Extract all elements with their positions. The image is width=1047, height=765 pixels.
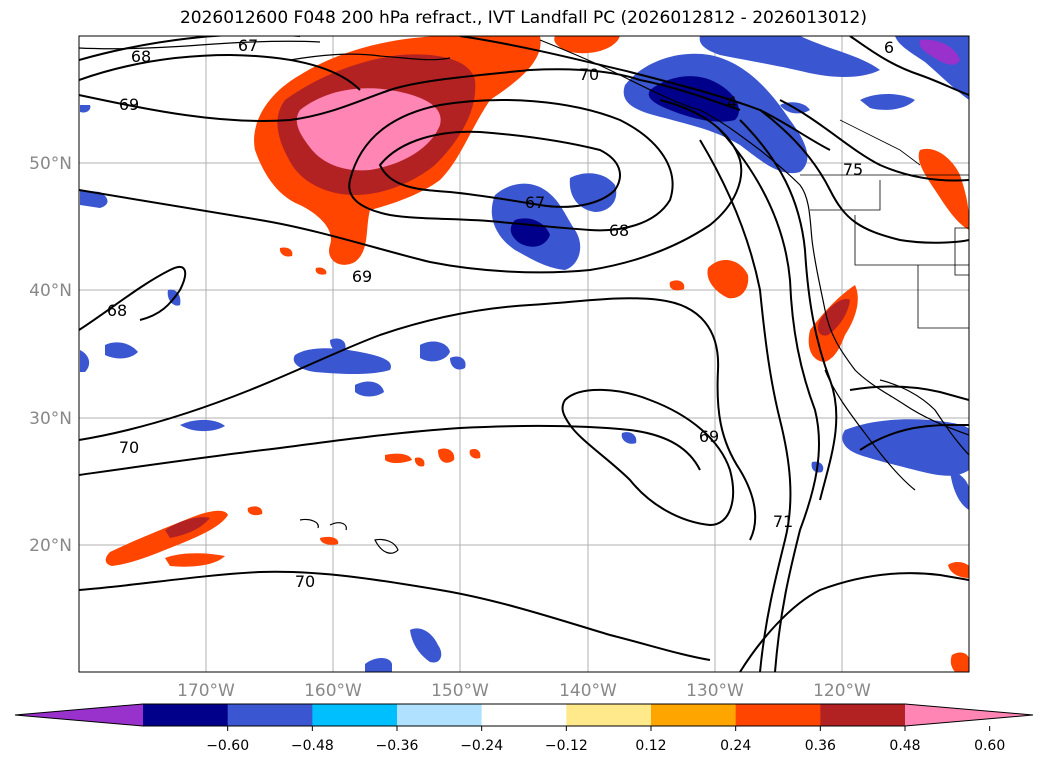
- contour-67-north: [79, 36, 300, 61]
- latitude-labels: 50°N 40°N 30°N 20°N: [29, 154, 72, 556]
- colorbar-tick-label: −0.24: [460, 738, 503, 754]
- lon-label: 160°W: [304, 681, 362, 701]
- contour-east-ridge-2: [849, 385, 969, 401]
- contour-69-north: [79, 68, 741, 122]
- lon-label: 140°W: [559, 681, 617, 701]
- contour-labels: 67 68 69 70 68 69 67 68 70 69 71 70 75 6…: [107, 36, 894, 591]
- colorbar-arrow-low: [15, 704, 143, 726]
- colorbar-box: [312, 704, 398, 726]
- contour-69-south: [79, 297, 757, 541]
- contour-label: 6: [884, 38, 894, 57]
- colorbar-outline: [14, 703, 1034, 727]
- colorbar-tick-label: −0.60: [206, 738, 249, 754]
- contour-70-south: [79, 424, 701, 476]
- contour-75: [779, 99, 969, 182]
- lon-label: 120°W: [813, 681, 871, 701]
- lat-label: 40°N: [29, 281, 72, 301]
- lon-label: 170°W: [177, 681, 235, 701]
- colorbar-tick-label: 0.24: [720, 738, 751, 754]
- contour-east-ridge: [859, 424, 969, 451]
- contour-71: [699, 139, 792, 672]
- lon-label: 130°W: [686, 681, 744, 701]
- contour-label: 67: [238, 36, 258, 55]
- contour-73: [739, 119, 838, 501]
- plot-content: 67 68 69 70 68 69 67 68 70 69 71 70 75 6…: [79, 36, 969, 672]
- contour-label: 69: [352, 267, 372, 286]
- colorbar-tick-label: 0.36: [805, 738, 836, 754]
- contour-label: 68: [609, 221, 629, 240]
- contour-south-east: [739, 572, 969, 672]
- positive-anomaly-small: [105, 148, 969, 672]
- negative-anomaly-southwest: [811, 419, 969, 510]
- contour-69-ring: [79, 99, 743, 274]
- colorbar-tick-label: −0.36: [376, 738, 419, 754]
- contour-68-west: [79, 265, 187, 331]
- contour-label: 68: [107, 301, 127, 320]
- contour-label: 67: [525, 193, 545, 212]
- contour-label: 70: [579, 65, 599, 84]
- political-borders: [800, 119, 969, 329]
- colorbar-tick-label: 0.60: [974, 738, 1005, 754]
- negative-anomaly-mid-pacific: [80, 105, 637, 672]
- contour-label: 70: [119, 438, 139, 457]
- longitude-labels: 170°W 160°W 150°W 140°W 130°W 120°W: [177, 681, 871, 701]
- contour-label: 4: [727, 93, 737, 112]
- contour-69-subtropical: [561, 388, 735, 527]
- contour-68-low: [348, 99, 674, 232]
- colorbar-box: [735, 704, 821, 726]
- colorbar-arrow-high: [905, 704, 1033, 726]
- contour-68-north: [79, 53, 361, 91]
- colorbar: −0.60 −0.48 −0.36 −0.24 −0.12 0.12 0.24 0.36 0.4…: [14, 703, 1034, 754]
- contour-76: [849, 36, 969, 96]
- lat-label: 30°N: [29, 409, 72, 429]
- refractivity-contours: [79, 36, 969, 672]
- map-title: 2026012600 F048 200 hPa refract., IVT La…: [179, 8, 867, 28]
- plot-frame: [78, 35, 970, 673]
- colorbar-tick-label: −0.12: [545, 738, 588, 754]
- contour-70-far-south: [79, 570, 711, 661]
- contour-label: 69: [119, 95, 139, 114]
- contour-67-low: [378, 130, 621, 208]
- colorbar-box: [566, 704, 652, 726]
- colorbar-box: [143, 704, 229, 726]
- lat-label: 20°N: [29, 536, 72, 556]
- colorbar-box: [397, 704, 483, 726]
- colorbar-box: [651, 704, 737, 726]
- contour-label: 75: [843, 160, 863, 179]
- colorbar-box: [820, 704, 906, 726]
- coastlines: [79, 39, 969, 554]
- contour-label: 70: [295, 572, 315, 591]
- contour-70-north: [459, 36, 831, 151]
- contour-label: 69: [699, 427, 719, 446]
- contour-label: 68: [131, 47, 151, 66]
- colorbar-tick-label: 0.12: [635, 738, 666, 754]
- colorbar-box: [481, 704, 567, 726]
- lat-label: 50°N: [29, 154, 72, 174]
- colorbar-box: [227, 704, 313, 726]
- colorbar-tick-label: 0.48: [889, 738, 920, 754]
- colorbar-tick-label: −0.48: [291, 738, 334, 754]
- contour-74: [759, 109, 969, 244]
- contour-label: 71: [773, 512, 793, 531]
- contour-72: [719, 129, 820, 672]
- lon-label: 150°W: [431, 681, 489, 701]
